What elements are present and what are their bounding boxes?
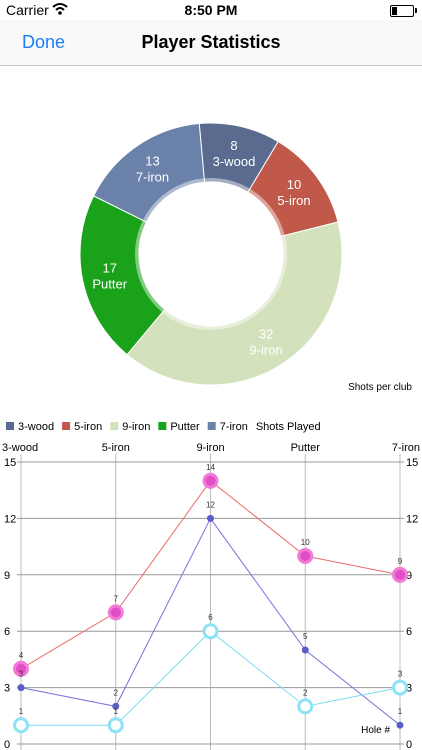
y-tick-left: 6 [4, 626, 10, 638]
data-label: 3 [398, 670, 403, 679]
data-label: 7 [114, 594, 119, 603]
y-tick-left: 0 [4, 739, 10, 750]
chart-legend: 3-wood 5-iron 9-iron Putter 7-iron Shots Play… [6, 421, 321, 433]
pie-slice-label: 9-iron [249, 343, 282, 358]
carrier-label: Carrier [6, 2, 49, 18]
data-label: 1 [19, 707, 24, 716]
x-category-label: 5-iron [102, 442, 130, 454]
series-point [202, 623, 219, 640]
wifi-icon [52, 3, 68, 15]
status-time: 8:50 PM [184, 2, 238, 18]
data-label: 14 [206, 463, 215, 472]
donut-chart-description: Shots per club [348, 382, 412, 393]
data-label: 4 [19, 651, 24, 660]
data-label: 9 [398, 557, 403, 566]
donut-hole [143, 186, 279, 322]
line-chart: 3-wood 5-iron 9-iron Putter 7-iron Shots Play… [2, 421, 420, 750]
y-tick-left: 15 [4, 457, 16, 469]
y-tick-left: 3 [4, 683, 10, 695]
series-point [396, 721, 404, 729]
data-label: 2 [114, 688, 119, 697]
pie-value-label: 8 [230, 138, 237, 153]
series-point-core [16, 663, 26, 674]
series-point [392, 679, 408, 696]
x-category-label: 3-wood [2, 442, 38, 454]
done-button[interactable]: Done [22, 32, 66, 52]
pie-value-label: 32 [259, 327, 273, 342]
legend-label: Putter [170, 421, 200, 433]
page-title: Player Statistics [141, 32, 281, 52]
series-point [17, 684, 25, 692]
x-category-label: 7-iron [392, 442, 420, 454]
data-label: 10 [301, 538, 310, 547]
series-point-core [110, 607, 121, 618]
legend-swatch [62, 422, 71, 430]
legend-swatch [110, 422, 119, 430]
legend-label: 5-iron [74, 421, 102, 433]
series-point-core [395, 569, 405, 580]
legend-swatch [207, 422, 216, 430]
pie-slice-label: 5-iron [277, 193, 310, 208]
series-point [112, 702, 120, 710]
data-label: 1 [398, 707, 403, 716]
y-tick-right: 3 [406, 683, 412, 695]
pie-slice-label: 3-wood [213, 154, 256, 169]
data-label: 3 [19, 670, 24, 679]
series-point [13, 717, 29, 734]
pie-slice-9-iron [126, 221, 343, 386]
status-bar: Carrier 8:50 PM [0, 0, 422, 20]
battery-icon [390, 5, 417, 17]
series-point [107, 717, 124, 734]
y-tick-right: 15 [406, 457, 418, 469]
donut-inner-ring [135, 178, 287, 330]
legend-label: 9-iron [122, 421, 150, 433]
line-chart-description: Hole # [361, 725, 390, 736]
legend-label: Shots Played [256, 421, 321, 433]
legend-label: 7-iron [220, 421, 248, 433]
y-tick-right: 0 [406, 739, 412, 750]
x-category-label: Putter [291, 442, 321, 454]
series-point-core [300, 551, 311, 561]
series-point [297, 698, 314, 715]
y-tick-left: 12 [4, 513, 16, 525]
y-tick-right: 12 [406, 513, 418, 525]
series-point-core [205, 475, 216, 486]
x-category-label: 9-iron [196, 442, 224, 454]
y-tick-right: 6 [406, 626, 412, 638]
pie-slice-label: 7-iron [136, 170, 169, 185]
series-point [301, 646, 309, 654]
data-label: 2 [303, 688, 308, 697]
data-label: 12 [206, 500, 215, 509]
pie-value-label: 10 [287, 177, 301, 192]
pie-slice-7-iron [92, 122, 206, 223]
pie-value-label: 17 [102, 260, 116, 275]
series-point [207, 514, 214, 522]
pie-slice-Putter [79, 195, 166, 356]
navigation-bar: Done Player Statistics [0, 20, 422, 66]
legend-swatch [6, 422, 14, 430]
y-tick-left: 9 [4, 570, 10, 582]
data-label: 1 [114, 707, 119, 716]
y-tick-right: 9 [406, 570, 412, 582]
data-label: 6 [208, 613, 213, 622]
pie-value-label: 13 [145, 154, 159, 169]
data-label: 5 [303, 632, 308, 641]
pie-slice-label: Putter [92, 276, 127, 291]
legend-swatch [158, 422, 167, 430]
legend-label: 3-wood [18, 421, 54, 433]
